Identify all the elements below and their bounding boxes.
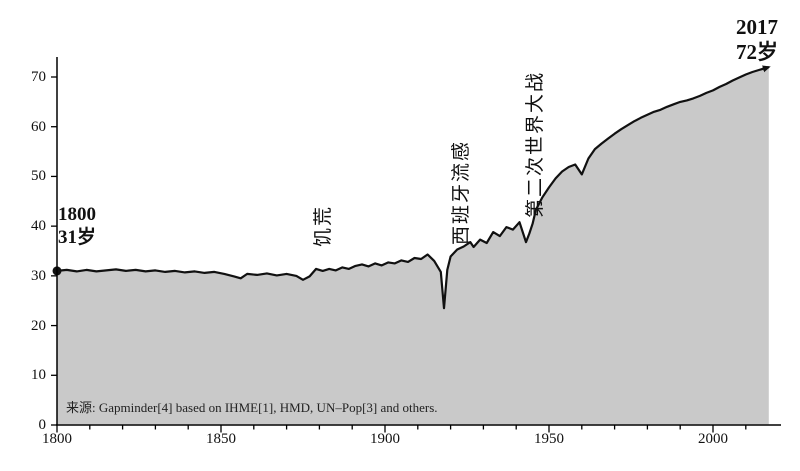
start-value-label: 31岁 [58, 227, 97, 248]
y-tick-label: 30 [31, 267, 46, 284]
y-tick-label: 40 [31, 218, 46, 235]
spanish-flu-annotation: 西班牙流感 [451, 139, 472, 245]
y-tick-label: 50 [31, 168, 46, 185]
x-tick-label: 2000 [698, 431, 728, 447]
x-tick-label: 1850 [206, 431, 236, 447]
x-tick-label: 1800 [42, 431, 72, 447]
end-year-label: 2017 [736, 15, 778, 39]
start-annotation: 1800 31岁 [58, 203, 96, 249]
end-annotation: 2017 72岁 [693, 15, 778, 65]
trend-line [56, 65, 771, 310]
start-year-label: 1800 [58, 204, 96, 225]
y-tick-label: 70 [31, 69, 46, 85]
x-axis-ticks [56, 425, 747, 433]
area-fill [57, 67, 769, 425]
y-tick-label: 10 [31, 367, 46, 384]
y-tick-label: 0 [38, 417, 47, 433]
source-note: 来源: Gapminder[4] based on IHME[1], HMD, … [66, 400, 438, 415]
y-tick-label: 20 [31, 317, 46, 334]
y-axis-ticks [51, 76, 57, 426]
x-tick-label: 1950 [534, 431, 564, 447]
end-value-label: 72岁 [736, 40, 778, 64]
y-tick-label: 60 [31, 118, 46, 135]
famine-annotation: 饥荒 [313, 204, 334, 247]
x-tick-label: 1900 [370, 431, 400, 447]
x-axis [56, 424, 781, 433]
wwii-annotation: 第二次世界大战 [525, 70, 546, 218]
y-axis [51, 57, 58, 426]
